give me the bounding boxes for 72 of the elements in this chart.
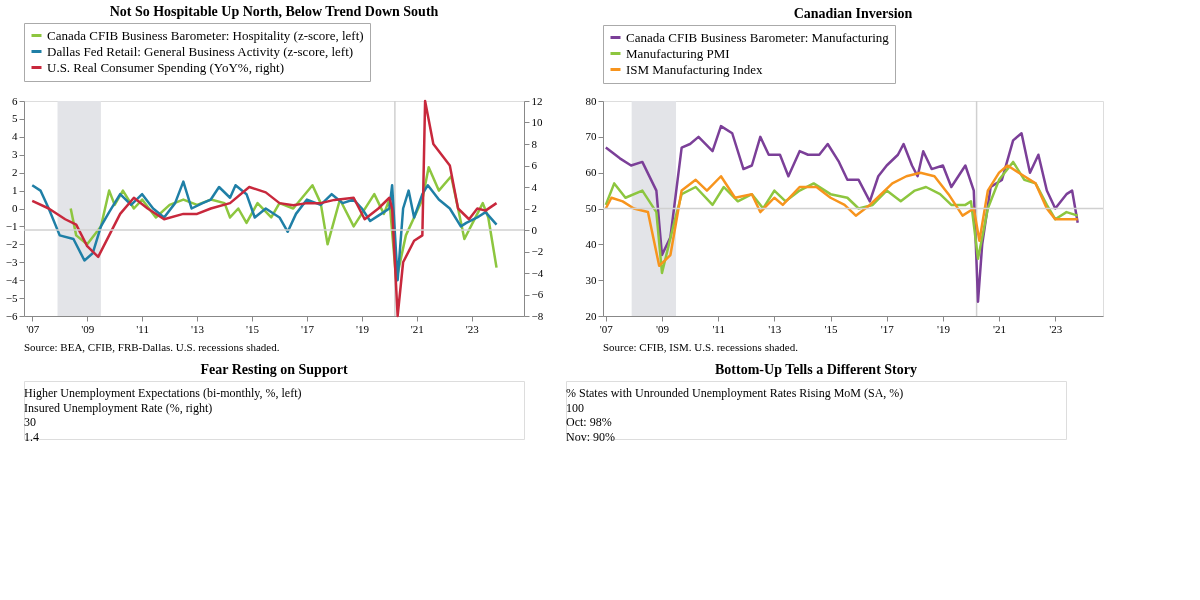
source-note: Source: CFIB, ISM. U.S. recessions shaded. bbox=[603, 341, 799, 353]
y-tick-label: 2 bbox=[12, 166, 18, 179]
y2-tick-label: −6 bbox=[531, 288, 544, 300]
y-tick-label: −5 bbox=[5, 291, 18, 304]
text: 1.4 bbox=[24, 429, 39, 444]
chart-title: Not So Hospitable Up North, Below Trend Down South bbox=[109, 3, 439, 19]
y2-tick-label: 10 bbox=[531, 116, 543, 128]
y-tick-label: 70 bbox=[585, 130, 597, 143]
line-series bbox=[30, 99, 498, 318]
source-note: Source: BEA, CFIB, FRB-Dallas. U.S. recessions shaded. bbox=[24, 341, 280, 353]
x-tick-label: '13 bbox=[191, 322, 205, 335]
x-tick-label: '23 bbox=[1049, 322, 1063, 335]
x-tick-label: '19 bbox=[355, 322, 370, 335]
y2-tick-label: 2 bbox=[531, 202, 537, 214]
y-tick-label: 30 bbox=[585, 273, 597, 286]
text: Oct: 98% bbox=[566, 415, 612, 430]
chart-title: Canadian Inversion bbox=[793, 5, 913, 21]
y-tick-label: 4 bbox=[12, 130, 18, 143]
y2-tick-label: −2 bbox=[531, 245, 544, 257]
text: Nov: 90% bbox=[566, 429, 615, 444]
x-tick-label: '15 bbox=[824, 322, 839, 335]
legend-label: Manufacturing PMI bbox=[626, 45, 730, 61]
y-tick-label: 1 bbox=[12, 184, 18, 197]
x-tick-label: '19 bbox=[936, 322, 951, 335]
text: Fear Resting on Support bbox=[200, 362, 348, 377]
legend-label: Canada CFIB Business Barometer: Hospitality (z-score, left) bbox=[47, 27, 364, 43]
text: 30 bbox=[24, 415, 36, 430]
y2-tick-label: 12 bbox=[531, 94, 543, 107]
legend-label: ISM Manufacturing Index bbox=[626, 61, 763, 77]
y-tick-label: −6 bbox=[5, 309, 18, 322]
x-tick-label: '17 bbox=[880, 322, 895, 335]
y-tick-label: 40 bbox=[585, 237, 597, 250]
text: % States with Unrounded Unemployment Rates Rising MoM (SA, %) bbox=[566, 386, 904, 401]
y-tick-label: 0 bbox=[12, 202, 18, 214]
text: Insured Unemployment Rate (%, right) bbox=[24, 400, 213, 415]
text: Higher Unemployment Expectations (bi-monthly, %, left) bbox=[24, 386, 302, 401]
y-tick-label: 60 bbox=[585, 166, 597, 179]
x-tick-label: '21 bbox=[410, 322, 424, 335]
text: Bottom-Up Tells a Different Story bbox=[715, 362, 917, 377]
y-tick-label: 80 bbox=[585, 94, 597, 107]
x-tick-label: '13 bbox=[768, 322, 782, 335]
y2-tick-label: 4 bbox=[531, 180, 538, 193]
y2-tick-label: 0 bbox=[531, 223, 538, 236]
y2-tick-label: −4 bbox=[531, 266, 544, 279]
x-tick-label: '23 bbox=[465, 322, 480, 335]
y-tick-label: −4 bbox=[5, 273, 18, 286]
x-tick-label: '07 bbox=[26, 322, 40, 335]
x-tick-label: '09 bbox=[81, 322, 95, 335]
y-tick-label: −1 bbox=[5, 219, 18, 232]
y-tick-label: 5 bbox=[12, 112, 18, 125]
legend-label: Canada CFIB Business Barometer: Manufacturing bbox=[626, 29, 890, 45]
legend-label: Dallas Fed Retail: General Business Activity (z-score, left) bbox=[47, 43, 354, 59]
y-tick-label: 6 bbox=[12, 94, 18, 107]
y2-tick-label: −8 bbox=[531, 309, 544, 322]
legend-label: U.S. Real Consumer Spending (YoY%, right) bbox=[47, 59, 285, 75]
text: 100 bbox=[566, 400, 584, 415]
x-tick-label: '17 bbox=[300, 322, 315, 335]
x-tick-label: '15 bbox=[246, 322, 260, 335]
x-tick-label: '11 bbox=[712, 322, 725, 335]
x-tick-label: '07 bbox=[599, 322, 614, 335]
x-tick-label: '09 bbox=[656, 322, 670, 335]
y2-tick-label: 8 bbox=[531, 137, 538, 150]
y-tick-label: 3 bbox=[12, 148, 18, 161]
line-series bbox=[604, 124, 1079, 303]
y-tick-label: 50 bbox=[585, 202, 597, 214]
y2-tick-label: 6 bbox=[531, 159, 538, 171]
line-series bbox=[30, 180, 498, 282]
y-tick-label: 20 bbox=[585, 309, 597, 322]
x-tick-label: '21 bbox=[993, 322, 1007, 335]
y-tick-label: −3 bbox=[5, 255, 18, 268]
y-tick-label: −2 bbox=[5, 237, 18, 250]
x-tick-label: '11 bbox=[136, 322, 149, 335]
